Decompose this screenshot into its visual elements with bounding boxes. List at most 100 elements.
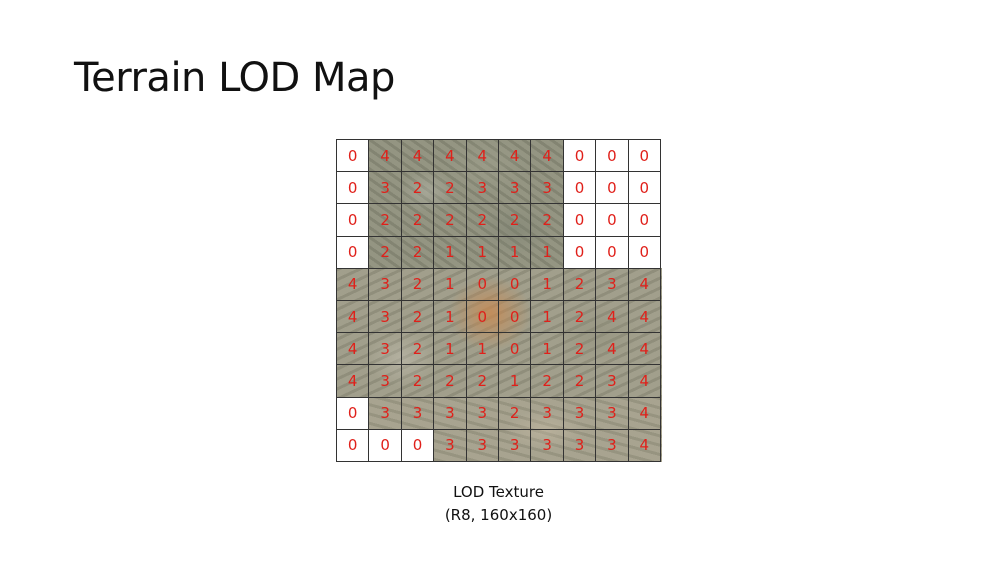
lod-cell: 4 [337, 268, 370, 301]
lod-cell: 3 [563, 429, 597, 462]
caption-title: LOD Texture [453, 483, 544, 501]
lod-cell: 0 [499, 333, 532, 366]
lod-cell: 0 [596, 204, 629, 237]
lod-cell: 0 [499, 268, 532, 301]
lod-cell: 1 [499, 365, 532, 398]
lod-cell: 3 [531, 397, 564, 430]
lod-cell: 0 [628, 236, 661, 269]
lod-cell: 3 [401, 397, 435, 430]
lod-cell: 0 [628, 140, 661, 173]
lod-cell: 1 [466, 236, 499, 269]
lod-cell: 0 [563, 172, 597, 205]
lod-cell: 3 [369, 301, 402, 334]
lod-cell: 4 [596, 333, 629, 366]
lod-cell: 1 [466, 333, 499, 366]
lod-cell: 3 [596, 429, 629, 462]
lod-cell: 2 [401, 333, 435, 366]
lod-cell: 4 [401, 140, 435, 173]
lod-cell: 3 [369, 268, 402, 301]
lod-cell: 2 [499, 397, 532, 430]
lod-cell: 2 [466, 204, 499, 237]
lod-cell: 4 [466, 140, 499, 173]
lod-cell: 0 [337, 429, 370, 462]
lod-cell: 1 [499, 236, 532, 269]
lod-cell: 3 [434, 429, 467, 462]
lod-cell: 1 [531, 333, 564, 366]
lod-cell: 4 [628, 333, 661, 366]
lod-cell: 0 [499, 301, 532, 334]
lod-cell: 0 [628, 172, 661, 205]
lod-cell: 0 [337, 172, 370, 205]
lod-cell: 0 [563, 140, 597, 173]
lod-cell: 4 [596, 301, 629, 334]
lod-cell: 2 [401, 204, 435, 237]
lod-cell: 1 [434, 301, 467, 334]
lod-cell: 1 [531, 301, 564, 334]
lod-cell: 3 [531, 172, 564, 205]
lod-cell: 3 [466, 397, 499, 430]
lod-cell: 4 [337, 365, 370, 398]
lod-cell: 2 [434, 204, 467, 237]
lod-cell: 4 [531, 140, 564, 173]
lod-cell: 0 [596, 236, 629, 269]
lod-cell: 3 [531, 429, 564, 462]
lod-cell: 0 [337, 140, 370, 173]
lod-cell: 2 [466, 365, 499, 398]
lod-cell: 3 [596, 365, 629, 398]
lod-cell: 3 [596, 397, 629, 430]
lod-cell: 4 [337, 301, 370, 334]
lod-cell: 2 [563, 268, 597, 301]
lod-cell: 2 [401, 301, 435, 334]
lod-cell: 4 [369, 140, 402, 173]
lod-cell: 4 [628, 301, 661, 334]
lod-cell: 2 [563, 333, 597, 366]
lod-cell: 2 [563, 365, 597, 398]
lod-cell: 0 [596, 140, 629, 173]
caption-format: (R8, 160x160) [444, 506, 553, 524]
lod-cell: 2 [401, 172, 435, 205]
lod-cell: 0 [466, 301, 499, 334]
lod-cell: 0 [628, 204, 661, 237]
lod-cell: 3 [499, 429, 532, 462]
lod-cell: 1 [434, 268, 467, 301]
lod-cell: 2 [434, 365, 467, 398]
lod-cell: 3 [466, 172, 499, 205]
lod-cell: 3 [369, 333, 402, 366]
slide-title: Terrain LOD Map [74, 55, 395, 101]
lod-cell: 0 [337, 236, 370, 269]
lod-cell: 3 [499, 172, 532, 205]
lod-cell: 2 [531, 365, 564, 398]
lod-cell: 0 [563, 204, 597, 237]
lod-cell: 3 [369, 172, 402, 205]
lod-cell: 2 [499, 204, 532, 237]
lod-cell: 4 [628, 365, 661, 398]
lod-cell: 0 [369, 429, 402, 462]
lod-cell: 4 [628, 268, 661, 301]
lod-cell: 2 [401, 268, 435, 301]
lod-cell: 2 [531, 204, 564, 237]
lod-cell: 1 [434, 236, 467, 269]
lod-cell: 3 [369, 365, 402, 398]
lod-cell: 0 [337, 397, 370, 430]
lod-cell: 0 [563, 236, 597, 269]
lod-cell: 2 [434, 172, 467, 205]
lod-cell: 3 [434, 397, 467, 430]
lod-cell: 1 [531, 268, 564, 301]
lod-cell: 4 [628, 429, 661, 462]
lod-cell: 4 [337, 333, 370, 366]
lod-cell: 0 [337, 204, 370, 237]
lod-cell: 3 [369, 397, 402, 430]
lod-cell: 0 [596, 172, 629, 205]
lod-cell: 2 [563, 301, 597, 334]
lod-cell: 2 [401, 365, 435, 398]
lod-cell: 0 [401, 429, 435, 462]
lod-cell: 2 [401, 236, 435, 269]
lod-cell: 4 [499, 140, 532, 173]
lod-cell: 3 [596, 268, 629, 301]
lod-cell: 2 [369, 236, 402, 269]
lod-cell: 1 [434, 333, 467, 366]
lod-cell: 2 [369, 204, 402, 237]
lod-cell: 4 [434, 140, 467, 173]
lod-cell: 3 [466, 429, 499, 462]
